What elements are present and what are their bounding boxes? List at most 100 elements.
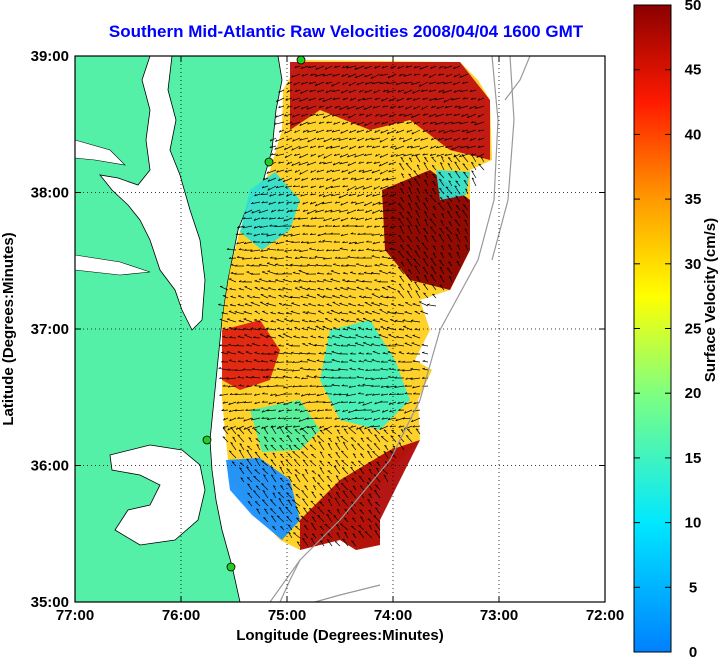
velocity-arrow	[364, 425, 373, 430]
velocity-arrow	[327, 533, 333, 539]
velocity-arrowhead	[378, 202, 381, 205]
velocity-arrow	[277, 328, 285, 331]
velocity-arrow	[293, 459, 301, 467]
velocity-arrowhead	[347, 163, 350, 166]
velocity-arrowhead	[400, 188, 403, 190]
velocity-arrow	[327, 499, 333, 507]
velocity-arrowhead	[341, 450, 344, 453]
velocity-arrow	[228, 344, 237, 347]
velocity-arrowhead	[244, 211, 247, 214]
velocity-arrow	[397, 121, 405, 124]
velocity-arrowhead	[362, 383, 365, 386]
velocity-arrow	[331, 81, 341, 87]
velocity-arrow	[339, 295, 349, 299]
velocity-arrow	[451, 145, 461, 151]
velocity-arrow	[386, 177, 397, 181]
velocity-arrow	[299, 97, 309, 102]
velocity-arrow	[364, 336, 373, 339]
velocity-arrow	[276, 361, 285, 363]
velocity-arrow	[406, 244, 413, 251]
velocity-arrow	[412, 425, 421, 428]
velocity-arrowhead	[470, 121, 474, 124]
velocity-arrowhead	[396, 121, 400, 124]
velocity-arrow	[379, 217, 389, 220]
velocity-arrow	[325, 344, 333, 347]
velocity-arrow	[440, 162, 445, 171]
velocity-arrowhead	[399, 211, 402, 214]
velocity-arrowhead	[392, 445, 396, 448]
velocity-arrow	[360, 516, 365, 523]
velocity-arrow	[334, 105, 341, 109]
velocity-arrow	[454, 219, 461, 227]
velocity-arrowhead	[444, 138, 447, 141]
velocity-arrowhead	[256, 444, 259, 446]
velocity-arrow	[253, 359, 261, 363]
velocity-arrow	[317, 310, 325, 315]
velocity-arrow	[398, 351, 405, 355]
velocity-arrowhead	[342, 113, 345, 116]
velocity-arrowhead	[386, 131, 389, 135]
velocity-arrowhead	[307, 139, 310, 143]
velocity-arrow	[333, 263, 341, 267]
velocity-arrow	[340, 319, 349, 323]
velocity-arrow	[261, 483, 269, 491]
velocity-arrow	[459, 121, 469, 125]
velocity-arrowhead	[366, 352, 369, 355]
velocity-arrowhead	[398, 217, 401, 220]
velocity-arrowhead	[229, 287, 232, 290]
velocity-arrowhead	[418, 84, 421, 87]
velocity-arrow	[364, 73, 373, 78]
velocity-arrowhead	[306, 107, 309, 110]
velocity-arrowhead	[236, 241, 239, 245]
velocity-arrow	[299, 169, 309, 175]
velocity-arrowhead	[311, 177, 314, 181]
velocity-arrow	[341, 73, 349, 77]
velocity-arrow	[293, 444, 301, 451]
velocity-arrowhead	[380, 114, 383, 117]
velocity-arrow	[478, 163, 485, 171]
velocity-arrow	[325, 288, 333, 291]
velocity-arrowhead	[263, 474, 266, 477]
velocity-arrow	[348, 73, 357, 78]
velocity-arrowhead	[389, 114, 392, 118]
velocity-arrow	[443, 129, 453, 134]
velocity-arrow	[278, 303, 285, 307]
velocity-arrowhead	[346, 264, 349, 266]
velocity-arrow	[279, 437, 285, 443]
velocity-arrow	[368, 525, 373, 531]
velocity-arrow	[284, 129, 293, 134]
velocity-arrowhead	[374, 530, 378, 532]
velocity-arrow	[421, 105, 429, 110]
velocity-arrow	[334, 541, 341, 547]
velocity-arrow	[383, 451, 389, 459]
velocity-arrow	[348, 241, 357, 245]
velocity-arrowhead	[276, 426, 279, 429]
velocity-arrowhead	[276, 170, 279, 173]
velocity-arrow	[283, 295, 293, 299]
velocity-arrow	[332, 177, 341, 182]
velocity-arrow	[242, 257, 253, 260]
velocity-arrow	[302, 129, 309, 133]
velocity-arrow	[293, 193, 301, 196]
velocity-arrow	[457, 244, 461, 251]
velocity-arrowhead	[390, 154, 393, 157]
velocity-arrowhead	[462, 81, 465, 84]
velocity-arrow	[399, 225, 405, 235]
velocity-arrow	[471, 162, 477, 171]
velocity-arrowhead	[413, 258, 416, 260]
velocity-arrowhead	[283, 224, 286, 227]
velocity-arrow	[454, 161, 461, 171]
velocity-arrowhead	[424, 274, 427, 277]
velocity-arrowhead	[371, 359, 375, 361]
velocity-arrowhead	[254, 351, 257, 353]
velocity-arrow	[364, 121, 373, 127]
velocity-arrowhead	[398, 425, 401, 428]
velocity-arrowhead	[348, 302, 351, 305]
velocity-arrowhead	[410, 146, 413, 149]
velocity-arrowhead	[332, 249, 335, 252]
velocity-arrow	[414, 311, 421, 315]
velocity-arrow	[333, 343, 341, 347]
velocity-arrowhead	[389, 425, 393, 428]
velocity-arrowhead	[342, 65, 345, 69]
velocity-arrow	[341, 89, 349, 94]
